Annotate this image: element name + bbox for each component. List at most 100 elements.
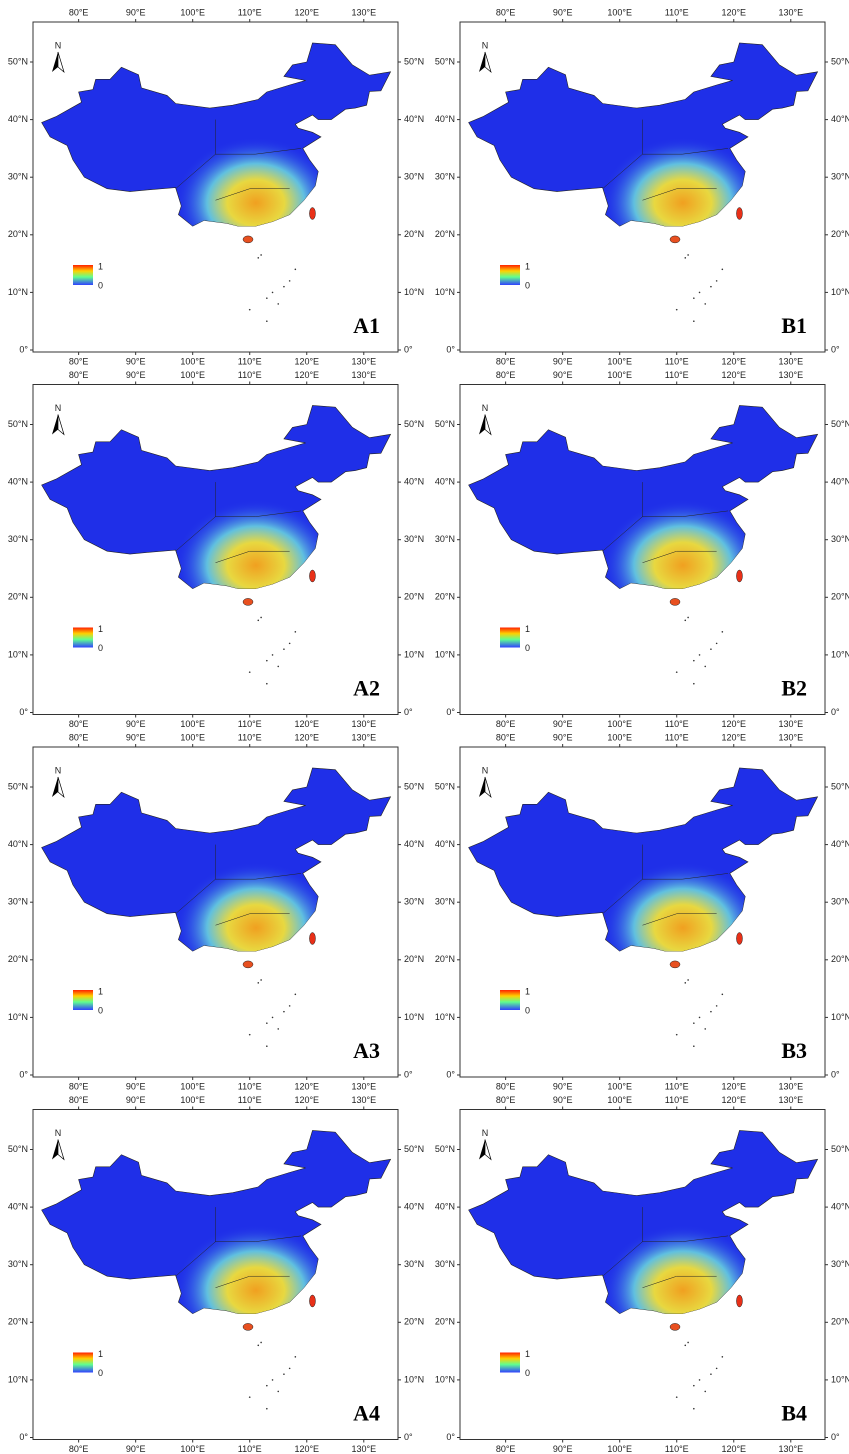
north-arrow xyxy=(484,776,492,799)
panel-label: B4 xyxy=(781,1401,807,1426)
lon-label: 110°E xyxy=(238,1444,262,1454)
lat-label: 30°N xyxy=(435,1259,455,1269)
taiwan xyxy=(736,207,743,220)
lon-label: 90°E xyxy=(553,1095,573,1105)
lat-label: 40°N xyxy=(435,114,455,124)
lon-label: 120°E xyxy=(294,732,319,742)
island xyxy=(698,654,701,656)
island xyxy=(693,1384,695,1387)
lon-label: 90°E xyxy=(553,356,573,366)
island xyxy=(266,1022,268,1024)
lon-label: 90°E xyxy=(126,370,146,380)
island xyxy=(684,1344,687,1347)
lon-label: 120°E xyxy=(721,1095,746,1105)
north-arrow xyxy=(479,52,485,72)
hainan xyxy=(242,960,254,969)
lon-label: 80°E xyxy=(496,1095,516,1105)
lat-label: 0° xyxy=(404,344,413,354)
lat-label: 50°N xyxy=(404,1144,424,1154)
lon-label: 80°E xyxy=(69,1095,89,1105)
island xyxy=(283,1010,285,1013)
lat-label: 20°N xyxy=(8,592,28,602)
lon-label: 100°E xyxy=(180,356,205,366)
lon-label: 110°E xyxy=(238,7,262,17)
lon-label: 80°E xyxy=(496,1081,516,1091)
lon-label: 80°E xyxy=(69,7,89,17)
lat-label: 0° xyxy=(19,1432,28,1442)
lat-label: 0° xyxy=(831,344,840,354)
lon-label: 130°E xyxy=(778,1444,803,1454)
lon-label: 100°E xyxy=(180,719,205,729)
lon-label: 130°E xyxy=(351,719,376,729)
island xyxy=(704,303,707,305)
lon-label: 100°E xyxy=(607,370,632,380)
hainan xyxy=(669,1323,681,1331)
lat-label: 40°N xyxy=(831,114,849,124)
lon-label: 120°E xyxy=(721,370,746,380)
lat-label: 40°N xyxy=(404,114,424,124)
lat-label: 50°N xyxy=(404,419,424,429)
taiwan xyxy=(309,1294,316,1308)
lon-label: 110°E xyxy=(238,356,262,366)
lon-label: 110°E xyxy=(665,1095,689,1105)
lon-label: 130°E xyxy=(778,370,803,380)
lon-label: 80°E xyxy=(496,370,516,380)
map-panel: 80°E80°E90°E90°E100°E100°E110°E110°E120°… xyxy=(8,1095,424,1454)
lat-label: 10°N xyxy=(831,649,849,659)
island xyxy=(693,1045,695,1047)
taiwan xyxy=(736,1294,743,1308)
island xyxy=(257,619,260,622)
lat-label: 10°N xyxy=(435,649,455,659)
lat-label: 0° xyxy=(831,1069,840,1079)
island xyxy=(693,1407,695,1410)
island xyxy=(294,631,297,633)
taiwan xyxy=(309,569,316,583)
lon-label: 90°E xyxy=(553,370,573,380)
island xyxy=(260,1341,262,1344)
lon-label: 130°E xyxy=(778,356,803,366)
lon-label: 80°E xyxy=(69,719,89,729)
lat-label: 50°N xyxy=(435,781,455,791)
island xyxy=(283,648,285,650)
lon-label: 110°E xyxy=(665,1081,689,1091)
lat-label: 50°N xyxy=(8,419,28,429)
lat-label: 20°N xyxy=(8,954,28,964)
lat-label: 0° xyxy=(19,344,28,354)
lat-label: 20°N xyxy=(8,1317,28,1327)
lat-label: 0° xyxy=(404,1432,413,1442)
lat-label: 40°N xyxy=(8,114,28,124)
lon-label: 90°E xyxy=(126,356,146,366)
island xyxy=(260,616,262,619)
lat-label: 0° xyxy=(446,1432,455,1442)
lat-label: 40°N xyxy=(831,839,849,849)
lon-label: 100°E xyxy=(180,7,205,17)
lon-label: 110°E xyxy=(665,370,689,380)
lon-label: 90°E xyxy=(553,1444,573,1454)
island xyxy=(715,280,718,282)
lon-label: 110°E xyxy=(665,732,689,742)
island xyxy=(721,1356,724,1358)
island xyxy=(266,320,268,323)
north-arrow xyxy=(57,1139,65,1161)
lon-label: 120°E xyxy=(294,7,319,17)
lat-label: 0° xyxy=(831,1432,840,1442)
panel-label: A2 xyxy=(353,676,380,701)
province-lines xyxy=(602,482,729,563)
island xyxy=(266,1384,268,1387)
island xyxy=(248,1033,251,1036)
legend-bar xyxy=(73,265,93,285)
island xyxy=(698,291,701,294)
lat-label: 50°N xyxy=(8,1144,28,1154)
north-label: N xyxy=(55,765,62,775)
legend-low: 0 xyxy=(98,1005,103,1015)
lat-label: 40°N xyxy=(8,839,28,849)
lon-label: 110°E xyxy=(238,1095,262,1105)
lon-label: 90°E xyxy=(126,1095,146,1105)
taiwan xyxy=(736,569,743,583)
lon-label: 100°E xyxy=(180,1081,205,1091)
lon-label: 110°E xyxy=(238,732,262,742)
lon-label: 90°E xyxy=(126,7,146,17)
island xyxy=(277,303,280,305)
lat-label: 10°N xyxy=(435,1374,455,1384)
hainan xyxy=(669,235,681,244)
